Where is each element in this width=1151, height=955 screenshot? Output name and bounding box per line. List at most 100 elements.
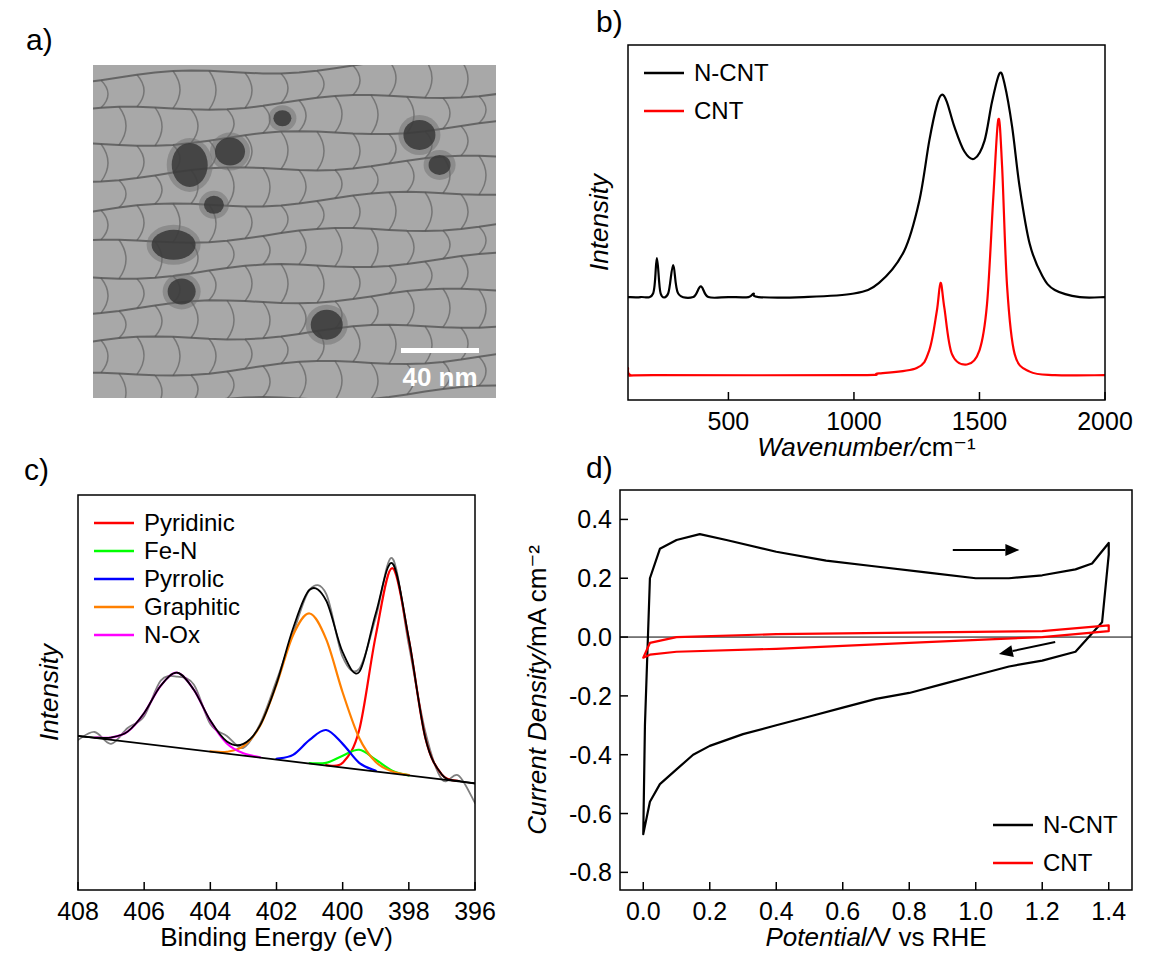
series-line	[78, 563, 475, 783]
plot-area	[643, 534, 1108, 834]
legend-label: N-CNT	[694, 59, 769, 86]
tem-image	[93, 65, 496, 398]
axis-title-part: Potential/	[765, 922, 876, 952]
tube-compartment	[371, 296, 378, 325]
tube-compartment	[479, 227, 486, 254]
x-tick	[908, 882, 910, 890]
y-tick-label: -0.8	[569, 858, 612, 886]
x-tick-label: 0.2	[692, 897, 727, 925]
tube-compartment	[191, 301, 198, 338]
particle	[172, 143, 208, 187]
tube-compartment	[425, 262, 432, 290]
tube-compartment	[353, 134, 360, 169]
tube-compartment	[245, 73, 252, 108]
panel-letter: b)	[596, 5, 623, 38]
tube-compartment	[353, 267, 360, 299]
tube-compartment	[425, 326, 432, 363]
tube-compartment	[119, 240, 126, 279]
tube-compartment	[335, 96, 342, 133]
tube-compartment	[461, 194, 468, 229]
particle-halo	[167, 138, 213, 192]
panel-letter: a)	[26, 23, 53, 56]
tube-compartment	[317, 266, 324, 303]
y-tick	[620, 813, 628, 815]
x-tick-label: 1500	[952, 407, 1008, 435]
y-tick	[620, 636, 628, 638]
tube-compartment	[389, 325, 396, 364]
y-tick-label: -0.6	[569, 800, 612, 828]
x-tick	[408, 882, 410, 890]
x-tick-label: 406	[123, 897, 165, 925]
axis-title-part: Wavenumber/	[757, 432, 921, 462]
sweep-arrow	[953, 549, 1006, 551]
y-tick	[620, 695, 628, 697]
y-axis-title: Current Density/mA cm⁻²	[522, 545, 552, 835]
legend-swatch	[993, 824, 1033, 827]
legend-label: Pyrrolic	[144, 565, 224, 592]
series-line	[628, 73, 1105, 298]
tube-compartment	[479, 290, 486, 328]
tube-compartment	[173, 337, 180, 376]
x-tick	[276, 882, 278, 890]
tube-compartment	[371, 363, 378, 398]
tube-compartment	[335, 361, 342, 398]
x-tick	[842, 882, 844, 890]
tube-compartment	[299, 170, 306, 204]
tube-compartment	[281, 337, 288, 364]
y-tick	[620, 519, 628, 521]
tube-wall	[93, 65, 496, 83]
tube-compartment	[137, 337, 144, 375]
tube-compartment	[263, 168, 270, 206]
legend-swatch	[94, 578, 134, 581]
legend-label: N-Ox	[144, 621, 200, 648]
x-tick-label: 500	[708, 407, 750, 435]
tube-compartment	[227, 371, 234, 398]
particle	[152, 230, 196, 260]
y-axis-title: Intensity	[34, 642, 64, 741]
tube-compartment	[263, 236, 270, 265]
particle-halo	[210, 133, 250, 171]
sweep-arrow-head	[1005, 544, 1019, 556]
x-tick	[1041, 882, 1043, 890]
tube-compartment	[317, 132, 324, 171]
tube-compartment	[209, 271, 216, 301]
legend-label: N-CNT	[1043, 811, 1118, 838]
x-tick-label: 396	[454, 897, 496, 925]
x-tick	[210, 882, 212, 890]
axis-title-part: V vs RHE	[874, 922, 987, 952]
tube-compartment	[335, 170, 342, 198]
x-tick-label: 2000	[1077, 407, 1133, 435]
plot-frame	[620, 490, 1132, 890]
tube-compartment	[209, 71, 216, 110]
x-tick-label: 0.6	[825, 897, 860, 925]
legend-label: Graphitic	[144, 593, 240, 620]
x-tick-label: 400	[322, 897, 364, 925]
tube-compartment	[191, 109, 198, 143]
tube-compartment	[227, 300, 234, 339]
tube-wall	[93, 325, 496, 343]
scale-bar-label: 40 nm	[402, 362, 477, 392]
panel-letter: d)	[586, 451, 613, 484]
tube-compartment	[173, 71, 180, 108]
x-tick-label: 398	[388, 897, 430, 925]
tube-compartment	[479, 96, 486, 123]
tube-compartment	[317, 201, 324, 229]
legend: N-CNTCNT	[644, 59, 769, 124]
series-line	[643, 625, 1108, 657]
tube-compartment	[245, 339, 252, 368]
tube-compartment	[191, 375, 198, 398]
series-line	[277, 730, 376, 771]
particle-halo	[268, 105, 296, 131]
tube-compartment	[461, 328, 468, 360]
particle	[215, 138, 245, 166]
tube-compartment	[227, 241, 234, 268]
tube-wall	[93, 192, 496, 213]
tube-compartment	[353, 326, 360, 362]
x-tick-label: 1.0	[958, 897, 993, 925]
axis-title-part: Intensity	[584, 172, 614, 271]
tube-compartment	[119, 180, 126, 207]
x-tick-label: 1.4	[1091, 897, 1126, 925]
tube-compartment	[281, 132, 288, 170]
x-tick	[975, 882, 977, 890]
y-tick-label: 0.0	[577, 623, 612, 651]
